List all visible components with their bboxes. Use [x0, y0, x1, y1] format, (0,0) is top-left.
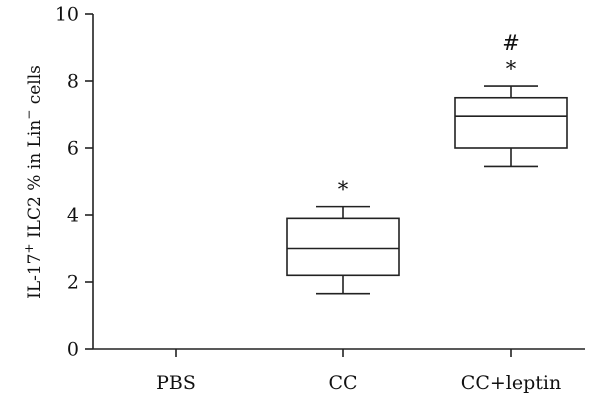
y-tick-label: 10: [55, 4, 79, 26]
box-series: **#: [286, 31, 568, 295]
y-axis-label: IL-17+ ILC2 % in Lin− cells: [22, 65, 45, 299]
y-axis-label-superscript: −: [22, 110, 36, 120]
y-tick-label: 0: [67, 339, 79, 361]
x-tick-label: PBS: [156, 372, 196, 394]
y-tick-label: 8: [67, 71, 79, 93]
x-tick-label: CC+leptin: [461, 372, 561, 394]
y-tick-label: 2: [67, 272, 79, 294]
y-tick-label: 4: [67, 205, 79, 227]
x-tick-label: CC: [328, 372, 357, 394]
x-ticks: PBS CC CC+leptin: [156, 349, 561, 394]
box-3: *#: [454, 31, 568, 168]
svg-text:IL-17+ ILC2 % in Lin− cells: IL-17+ ILC2 % in Lin− cells: [22, 65, 45, 299]
y-tick-label: 6: [67, 138, 79, 160]
box-2: *: [286, 178, 400, 295]
significance-asterisk: *: [338, 178, 349, 202]
y-axis-label-part: ILC2 % in Lin: [25, 120, 45, 244]
significance-asterisk: *: [506, 57, 517, 81]
significance-hash: #: [502, 31, 520, 55]
y-axis-label-superscript: +: [22, 243, 36, 253]
y-axis-label-part: cells: [25, 65, 45, 110]
iqr-box: [454, 96, 568, 149]
y-ticks: 0 2 4 6 8 10: [55, 4, 93, 361]
y-axis-label-part: IL-17: [25, 254, 45, 299]
iqr-box: [286, 217, 400, 277]
